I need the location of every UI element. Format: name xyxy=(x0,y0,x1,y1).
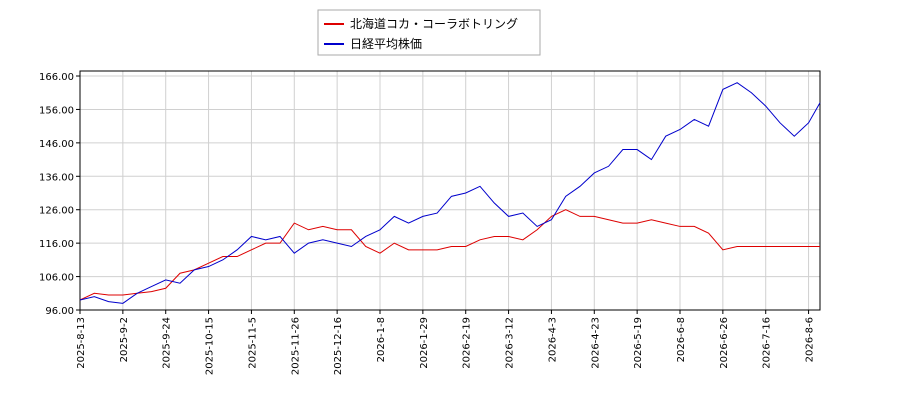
y-tick-label: 136.00 xyxy=(39,172,74,183)
y-tick-label: 156.00 xyxy=(39,105,74,116)
x-tick-label: 2025-9-2 xyxy=(119,317,130,362)
x-tick-label: 2025-12-16 xyxy=(333,317,344,375)
x-tick-label: 2026-2-19 xyxy=(462,317,473,369)
legend-label: 北海道コカ・コーラボトリング xyxy=(350,16,518,31)
x-tick-label: 2026-7-16 xyxy=(762,317,773,369)
x-tick-label: 2026-1-8 xyxy=(376,317,387,362)
x-tick-label: 2026-5-19 xyxy=(633,317,644,369)
x-tick-label: 2026-6-8 xyxy=(676,317,687,362)
y-tick-label: 166.00 xyxy=(39,72,74,83)
y-tick-label: 146.00 xyxy=(39,139,74,150)
y-tick-label: 106.00 xyxy=(39,273,74,284)
x-tick-label: 2025-10-15 xyxy=(205,317,216,375)
x-tick-label: 2025-11-26 xyxy=(290,317,301,375)
x-tick-label: 2025-11-5 xyxy=(247,317,258,369)
y-tick-label: 116.00 xyxy=(39,239,74,250)
x-tick-label: 2026-6-26 xyxy=(719,317,730,369)
x-tick-label: 2026-3-12 xyxy=(505,317,516,369)
y-tick-label: 126.00 xyxy=(39,206,74,217)
x-tick-label: 2026-4-23 xyxy=(590,317,601,369)
x-tick-label: 2026-1-29 xyxy=(419,317,430,369)
x-tick-label: 2025-8-13 xyxy=(76,317,87,369)
legend-label: 日経平均株価 xyxy=(350,36,422,51)
y-tick-label: 96.00 xyxy=(45,306,74,317)
series-line xyxy=(79,82,821,304)
x-tick-label: 2026-4-3 xyxy=(547,317,558,362)
x-tick-label: 2026-8-6 xyxy=(805,317,816,362)
plot-frame xyxy=(79,70,821,311)
series-line xyxy=(79,209,820,301)
x-tick-label: 2025-9-24 xyxy=(162,317,173,369)
legend-box xyxy=(317,9,541,56)
